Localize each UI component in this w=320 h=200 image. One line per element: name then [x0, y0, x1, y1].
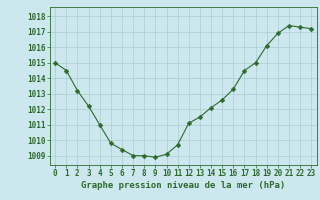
- X-axis label: Graphe pression niveau de la mer (hPa): Graphe pression niveau de la mer (hPa): [81, 181, 285, 190]
